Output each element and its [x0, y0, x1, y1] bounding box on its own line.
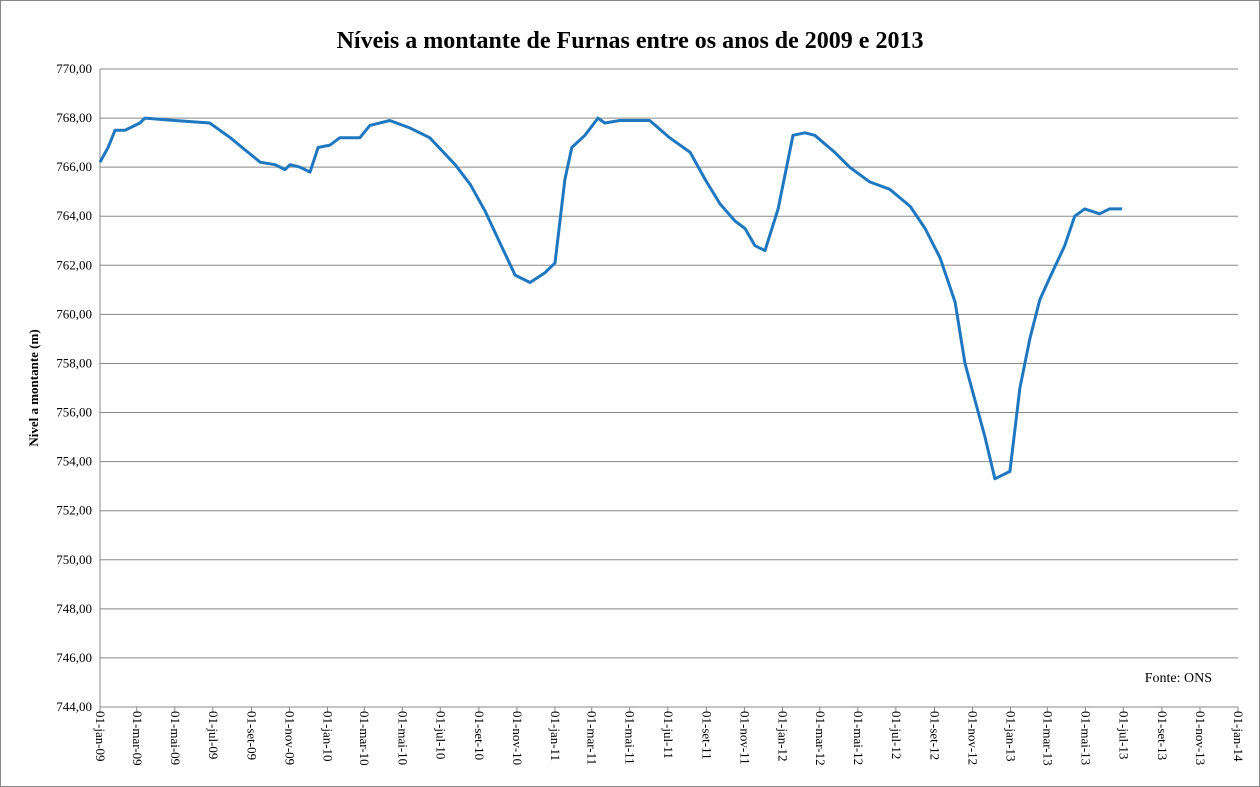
x-tick-label: 01-jul-12 [889, 711, 904, 759]
x-tick-label: 01-jan-13 [1004, 711, 1019, 762]
x-tick-label: 01-jan-10 [320, 711, 335, 762]
annotation: Fonte: ONS [1145, 671, 1212, 686]
x-tick-label: 01-set-13 [1155, 711, 1170, 760]
x-tick-label: 01-nov-11 [737, 711, 752, 765]
x-tick-label: 01-mar-13 [1040, 711, 1055, 766]
x-tick-label: 01-set-09 [244, 711, 259, 760]
x-tick-label: 01-mar-11 [585, 711, 600, 765]
x-tick-label: 01-mar-10 [357, 711, 372, 766]
x-tick-label: 01-jul-11 [661, 711, 676, 759]
x-tick-label: 01-jan-14 [1231, 711, 1246, 762]
y-tick-label: 760,00 [56, 306, 92, 321]
chart-title: Níveis a montante de Furnas entre os ano… [337, 28, 924, 54]
x-tick-label: 01-mar-12 [813, 711, 828, 766]
y-tick-label: 754,00 [56, 454, 92, 469]
x-tick-label: 01-nov-12 [966, 711, 981, 765]
x-tick-label: 01-nov-09 [282, 711, 297, 765]
y-tick-label: 764,00 [56, 208, 92, 223]
y-tick-label: 748,00 [56, 601, 92, 616]
x-tick-label: 01-set-10 [472, 711, 487, 760]
x-tick-label: 01-nov-13 [1193, 711, 1208, 765]
x-tick-label: 01-jul-13 [1116, 711, 1131, 759]
x-tick-label: 01-set-12 [927, 711, 942, 760]
x-tick-label: 01-mai-09 [168, 711, 183, 765]
x-tick-label: 01-jan-12 [775, 711, 790, 762]
y-axis-label: Nivel a montante (m) [26, 329, 41, 446]
x-tick-label: 01-mai-13 [1078, 711, 1093, 765]
x-tick-label: 01-set-11 [699, 711, 714, 760]
x-tick-label: 01-jan-09 [93, 711, 108, 762]
y-tick-label: 770,00 [56, 61, 92, 76]
y-tick-label: 756,00 [56, 405, 92, 420]
x-tick-label: 01-mai-11 [623, 711, 638, 765]
y-tick-label: 758,00 [56, 355, 92, 370]
data-line [98, 116, 1123, 481]
x-tick-label: 01-mai-10 [395, 711, 410, 765]
y-tick-label: 744,00 [56, 699, 92, 714]
y-tick-label: 746,00 [56, 650, 92, 665]
x-tick-label: 01-jul-09 [206, 711, 221, 759]
y-tick-label: 768,00 [56, 110, 92, 125]
y-tick-label: 762,00 [56, 257, 92, 272]
y-tick-label: 766,00 [56, 159, 92, 174]
x-tick-label: 01-mar-09 [130, 711, 145, 766]
x-tick-label: 01-nov-10 [510, 711, 525, 765]
x-tick-label: 01-jul-10 [433, 711, 448, 759]
x-tick-label: 01-jan-11 [548, 711, 563, 761]
x-tick-label: 01-mai-12 [851, 711, 866, 765]
y-tick-label: 752,00 [56, 503, 92, 518]
y-tick-label: 750,00 [56, 552, 92, 567]
